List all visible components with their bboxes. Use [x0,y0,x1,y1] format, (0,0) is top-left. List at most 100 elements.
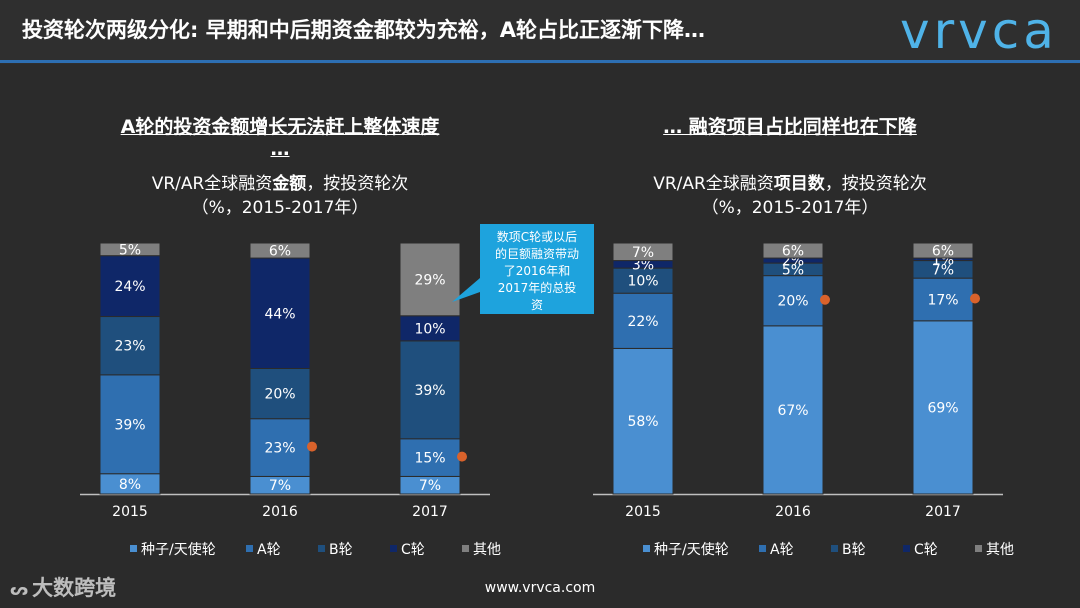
right-chart-subtitle: VR/AR全球融资项目数，按投资轮次 （%，2015-2017年） [570,172,1010,220]
left-bar-2016-3 [249,257,311,370]
left-data-label-2016-1: 23% [264,441,295,457]
right-legend-label-2: B轮 [842,542,866,558]
right-marker-2016 [820,294,830,305]
right-data-label-2016-2: 5% [782,262,804,278]
left-legend-swatch-2 [318,545,325,552]
left-legend-label-3: C轮 [401,542,425,558]
left-bar-2016-2 [249,368,311,420]
callout-text-line-0: 数项C轮或以后 [497,229,577,244]
right-subtitle-post: ，按投资轮次 [824,174,927,194]
right-data-label-2016-4: 6% [782,244,804,260]
right-marker-2017 [970,293,980,304]
header-bar: 投资轮次两级分化: 早期和中后期资金都较为充裕，A轮占比正逐渐下降… vrvca [0,0,1080,64]
right-bar-2016-4 [762,242,824,259]
right-legend-swatch-1 [759,545,766,552]
left-bar-2017-4 [399,242,461,317]
right-legend-swatch-4 [975,545,982,552]
left-data-label-2017-0: 7% [419,478,441,494]
right-subtitle-line2: （%，2015-2017年） [701,198,879,218]
left-marker-2016 [307,441,317,452]
right-bar-2015-4 [612,242,674,262]
left-subtitle-post: ，按投资轮次 [306,174,409,194]
left-category-label-2016: 2016 [262,504,298,520]
left-data-label-2017-3: 10% [414,321,445,337]
right-legend-swatch-2 [831,545,838,552]
left-subtitle-line2: （%，2015-2017年） [191,198,369,218]
left-chart-title: A轮的投资金额增长无法赶上整体速度 … [60,114,500,160]
left-data-label-2017-2: 39% [414,383,445,399]
callout-text-line-1: 的巨额融资带动 [495,246,579,261]
left-chart-subtitle: VR/AR全球融资金额，按投资轮次 （%，2015-2017年） [60,172,500,220]
footer-url: www.vrvca.com [484,580,596,596]
callout-text-line-4: 资 [531,298,543,312]
right-data-label-2017-1: 17% [927,292,958,308]
right-bar-2017-1 [912,277,974,322]
right-legend-swatch-3 [903,545,910,552]
watermark-text: 大数跨境 [32,576,117,600]
right-legend-label-1: A轮 [770,542,794,558]
left-data-label-2015-2: 23% [114,339,145,355]
left-legend-swatch-1 [246,545,253,552]
left-data-label-2017-4: 29% [414,272,445,288]
left-data-label-2015-3: 24% [114,279,145,295]
right-legend-label-4: 其他 [986,542,1014,558]
left-data-label-2016-3: 44% [264,306,295,322]
left-data-label-2016-0: 7% [269,478,291,494]
left-legend-label-2: B轮 [329,542,353,558]
left-bar-2017-3 [399,315,461,342]
page-title: 投资轮次两级分化: 早期和中后期资金都较为充裕，A轮占比正逐渐下降… [22,18,705,42]
callout-text-line-3: 2017年的总投 [498,280,577,295]
right-legend-label-0: 种子/天使轮 [654,541,729,558]
left-legend-label-0: 种子/天使轮 [141,541,216,558]
right-data-label-2015-2: 10% [627,274,658,290]
callout-text-line-2: 了2016年和 [504,264,571,278]
header-divider [0,60,1080,63]
right-bar-2017-4 [912,242,974,259]
left-bar-2015-1 [99,374,161,475]
right-category-label-2016: 2016 [775,504,811,520]
right-legend-swatch-0 [643,545,650,552]
right-bar-2015-2 [612,267,674,294]
right-bar-2015-1 [612,292,674,349]
left-subtitle-bold: 金额 [272,174,307,194]
left-subtitle-pre: VR/AR全球融资 [151,174,273,194]
left-chart-title-line1: A轮的投资金额增长无法赶上整体速度 [120,116,440,138]
watermark: ᔕ 大数跨境 [10,572,116,602]
right-data-label-2015-0: 58% [627,414,658,430]
right-category-label-2015: 2015 [625,504,661,520]
left-data-label-2015-1: 39% [114,417,145,433]
right-data-label-2015-4: 7% [632,245,654,261]
callout-shape [452,224,594,314]
left-marker-2017 [457,451,467,462]
left-bar-2017-2 [399,340,461,440]
right-data-label-2017-0: 69% [927,400,958,416]
right-data-label-2017-2: 7% [932,262,954,278]
right-category-label-2017: 2017 [925,504,961,520]
right-data-label-2015-3: 3% [632,257,654,273]
right-data-label-2017-4: 6% [932,244,954,260]
left-bar-2015-4 [99,242,161,257]
left-data-label-2015-4: 5% [119,242,141,258]
left-data-label-2017-1: 15% [414,451,445,467]
right-data-label-2016-1: 20% [777,294,808,310]
left-bar-2015-2 [99,316,161,376]
right-stacked-bar-chart: 58%22%10%3%7%201567%20%5%2%6%201669%17%7… [593,242,1014,558]
left-chart-title-line2: … [270,138,290,160]
right-subtitle-bold: 项目数 [773,174,825,194]
left-legend-swatch-4 [462,545,469,552]
right-subtitle-pre: VR/AR全球融资 [653,174,774,194]
left-data-label-2016-4: 6% [269,244,291,260]
left-legend-label-4: 其他 [473,542,501,558]
right-legend-label-3: C轮 [914,542,938,558]
left-stacked-bar-chart: 8% 39% 23% 24% 5% 2015 7% 23% 20% 44% 6% 2016 7% 15% 3… [80,242,501,558]
watermark-icon: ᔕ [10,580,29,599]
left-legend-swatch-0 [130,545,137,552]
left-bar-2016-4 [249,242,311,259]
left-category-label-2017: 2017 [412,504,448,520]
left-legend-swatch-3 [390,545,397,552]
left-legend-label-1: A轮 [257,542,281,558]
logo-text: vrvca [900,2,1058,58]
right-data-label-2016-0: 67% [777,403,808,419]
left-bar-2016-1 [249,418,311,477]
